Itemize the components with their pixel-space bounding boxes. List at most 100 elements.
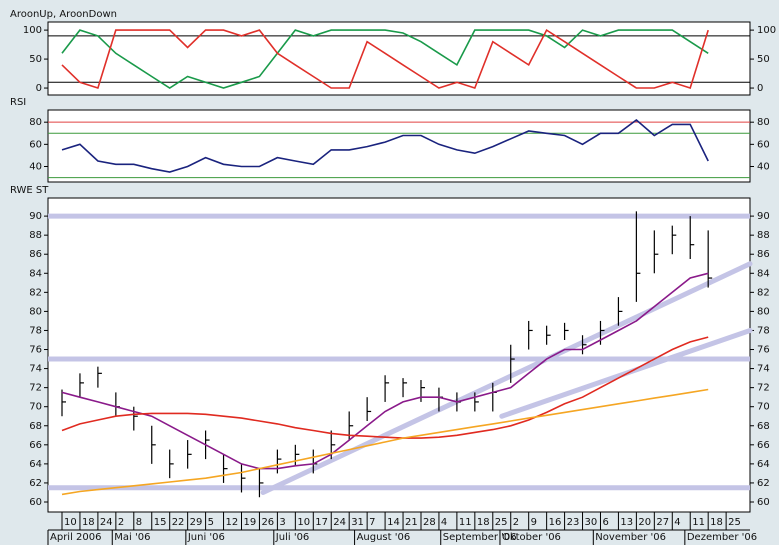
x-tick-label: 22 [172,517,185,528]
y-tick-label-right: 74 [757,364,770,375]
y-tick-label-right: 76 [757,345,770,356]
month-label: August '06 [357,532,411,543]
panel-title: RWE ST [10,185,49,196]
y-tick-label-right: 66 [757,440,770,451]
y-tick-label-right: 80 [757,117,770,128]
y-tick-label: 60 [29,139,42,150]
y-tick-label: 62 [29,478,42,489]
y-tick-label-right: 100 [757,25,776,36]
x-tick-label: 19 [243,517,256,528]
series-line [61,118,709,173]
panel [47,109,751,183]
y-tick-label-right: 78 [757,325,770,336]
y-tick-label: 76 [29,345,42,356]
x-tick-label: 26 [261,517,274,528]
x-tick-label: 6 [602,517,608,528]
series-line [61,29,709,89]
y-tick-label-right: 50 [757,54,770,65]
x-tick-label: 4 [674,517,680,528]
x-tick-label: 13 [620,517,633,528]
panel [47,197,751,513]
x-tick-label: 10 [64,517,77,528]
x-tick-label: 2 [118,517,124,528]
month-label: Oktober '06 [502,532,561,543]
y-tick-label-right: 62 [757,478,770,489]
x-tick-label: 27 [656,517,669,528]
series-line [61,272,709,470]
x-tick-label: 17 [315,517,328,528]
month-label: Juni '06 [187,532,225,543]
x-tick-label: 15 [154,517,167,528]
x-tick-label: 7 [369,517,375,528]
y-tick-label-right: 80 [757,306,770,317]
y-tick-label-right: 86 [757,249,770,260]
y-tick-label-right: 70 [757,402,770,413]
x-tick-label: 18 [477,517,490,528]
x-tick-label: 8 [136,517,142,528]
y-tick-label: 74 [29,364,42,375]
y-tick-label: 70 [29,402,42,413]
y-tick-label-right: 60 [757,139,770,150]
y-tick-label-right: 68 [757,421,770,432]
x-tick-label: 24 [100,517,113,528]
y-tick-label-right: 64 [757,459,770,470]
panel [47,21,751,96]
y-tick-label: 82 [29,287,42,298]
series-line [61,388,709,496]
y-tick-label: 88 [29,230,42,241]
trend-line [260,261,753,495]
x-tick-label: 29 [190,517,203,528]
month-label: April 2006 [50,532,101,543]
y-tick-label: 50 [29,54,42,65]
x-tick-label: 3 [279,517,285,528]
x-tick-label: 11 [692,517,705,528]
x-tick-label: 23 [567,517,580,528]
month-label: Juli '06 [275,532,310,543]
y-tick-label: 0 [36,83,42,94]
y-tick-label: 100 [23,25,42,36]
y-tick-label: 80 [29,117,42,128]
panel-title: AroonUp, AroonDown [10,9,117,20]
x-tick-label: 18 [82,517,95,528]
x-tick-label: 14 [387,517,400,528]
x-tick-label: 5 [208,517,214,528]
series-line [61,336,709,439]
y-tick-label: 68 [29,421,42,432]
x-tick-label: 4 [441,517,447,528]
month-label: Dezember '06 [687,532,757,543]
month-label: Mai '06 [114,532,150,543]
y-tick-label-right: 88 [757,230,770,241]
x-tick-label: 20 [638,517,651,528]
x-tick-label: 25 [495,517,508,528]
month-label: September '06 [443,532,517,543]
x-tick-label: 10 [297,517,310,528]
y-tick-label: 86 [29,249,42,260]
y-tick-label-right: 90 [757,211,770,222]
x-tick-label: 11 [459,517,472,528]
month-label: November '06 [595,532,666,543]
y-tick-label: 80 [29,306,42,317]
x-tick-label: 21 [405,517,418,528]
y-tick-label: 64 [29,459,42,470]
series-line [61,28,709,90]
y-tick-label: 60 [29,497,42,508]
y-tick-label: 78 [29,325,42,336]
x-tick-label: 24 [333,517,346,528]
x-tick-label: 2 [513,517,519,528]
y-tick-label: 84 [29,268,42,279]
y-tick-label-right: 72 [757,383,770,394]
x-tick-label: 31 [351,517,364,528]
x-tick-label: 16 [549,517,562,528]
x-tick-label: 28 [423,517,436,528]
x-tick-label: 12 [226,517,239,528]
x-tick-label: 18 [710,517,723,528]
panel-title: RSI [10,97,26,108]
y-tick-label: 90 [29,211,42,222]
y-tick-label-right: 40 [757,161,770,172]
y-tick-label-right: 0 [757,83,763,94]
y-tick-label: 40 [29,161,42,172]
y-tick-label: 72 [29,383,42,394]
y-tick-label-right: 60 [757,497,770,508]
x-tick-label: 25 [728,517,741,528]
y-tick-label-right: 82 [757,287,770,298]
